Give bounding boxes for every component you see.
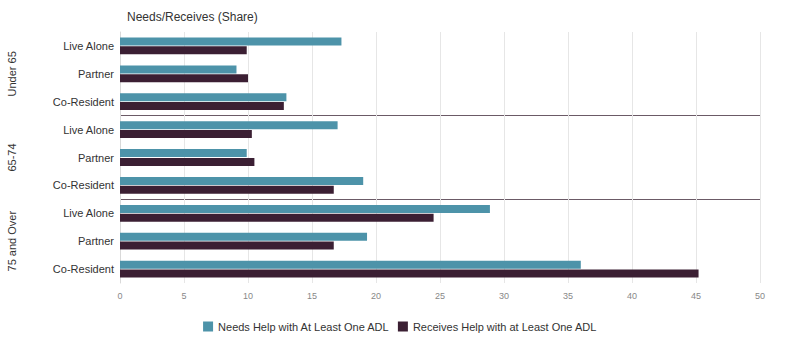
svg-text:Needs Help with At Least One A: Needs Help with At Least One ADL <box>218 321 389 333</box>
svg-text:35: 35 <box>563 291 573 301</box>
svg-text:25: 25 <box>435 291 445 301</box>
svg-text:40: 40 <box>627 291 637 301</box>
svg-text:50: 50 <box>755 291 765 301</box>
svg-text:5: 5 <box>181 291 186 301</box>
svg-text:45: 45 <box>691 291 701 301</box>
svg-text:Live Alone: Live Alone <box>63 40 114 52</box>
svg-text:75 and Over: 75 and Over <box>6 211 18 272</box>
svg-text:Needs/Receives (Share): Needs/Receives (Share) <box>127 10 258 24</box>
svg-text:20: 20 <box>371 291 381 301</box>
svg-text:Co-Resident: Co-Resident <box>53 96 114 108</box>
svg-text:Receives Help with at Least On: Receives Help with at Least One ADL <box>413 321 596 333</box>
svg-text:Live Alone: Live Alone <box>63 124 114 136</box>
svg-text:Co-Resident: Co-Resident <box>53 263 114 275</box>
svg-text:10: 10 <box>243 291 253 301</box>
svg-text:Under 65: Under 65 <box>6 51 18 96</box>
svg-text:Partner: Partner <box>78 68 114 80</box>
svg-text:Live Alone: Live Alone <box>63 207 114 219</box>
svg-text:30: 30 <box>499 291 509 301</box>
svg-text:65-74: 65-74 <box>6 143 18 171</box>
svg-text:0: 0 <box>117 291 122 301</box>
svg-text:Partner: Partner <box>78 235 114 247</box>
svg-text:Partner: Partner <box>78 152 114 164</box>
svg-text:15: 15 <box>307 291 317 301</box>
svg-text:Co-Resident: Co-Resident <box>53 179 114 191</box>
